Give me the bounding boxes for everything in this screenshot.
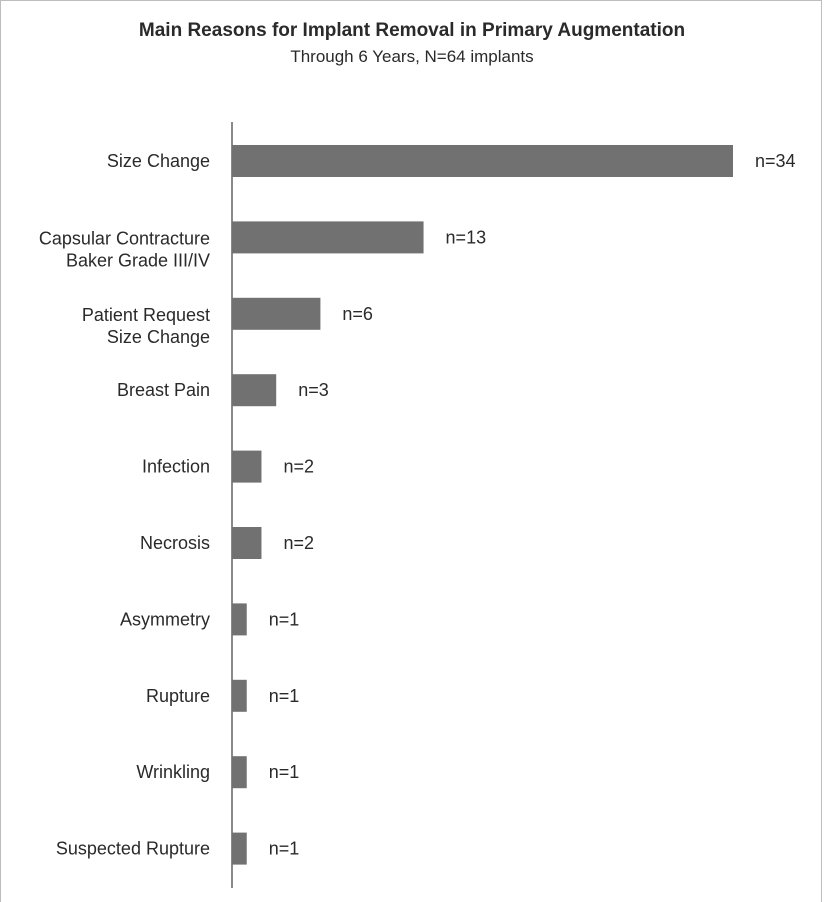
category-label: Wrinkling	[136, 762, 210, 782]
bar	[232, 221, 424, 254]
bar-value-label: n=1	[269, 609, 300, 629]
bar	[232, 832, 247, 865]
chart-title: Main Reasons for Implant Removal in Prim…	[138, 20, 686, 41]
bar	[232, 603, 247, 636]
bar-value-label: n=2	[283, 533, 314, 553]
category-label: Size Change	[107, 327, 210, 347]
bar-value-label: n=13	[446, 227, 487, 247]
bar-value-label: n=3	[298, 380, 329, 400]
bar-value-label: n=6	[342, 304, 373, 324]
bar-value-label: n=2	[283, 457, 314, 477]
bar-value-label: n=1	[269, 839, 300, 859]
category-label: Rupture	[146, 686, 210, 706]
category-label: Capsular Contracture	[39, 228, 210, 248]
category-label: Infection	[142, 457, 210, 477]
category-label: Patient Request	[82, 305, 210, 325]
bar	[232, 756, 247, 789]
category-label: Baker Grade III/IV	[66, 250, 210, 270]
category-label: Size Change	[107, 151, 210, 171]
bar-value-label: n=1	[269, 762, 300, 782]
bar	[232, 679, 247, 712]
bar	[232, 527, 262, 559]
category-label: Necrosis	[140, 533, 210, 553]
category-label: Breast Pain	[117, 380, 210, 400]
bar	[232, 145, 733, 177]
chart-subtitle: Through 6 Years, N=64 implants	[290, 47, 534, 66]
bar	[232, 450, 262, 483]
bar-value-label: n=1	[269, 686, 300, 706]
category-label: Asymmetry	[120, 609, 210, 629]
bar	[232, 374, 277, 407]
category-label: Suspected Rupture	[56, 839, 210, 859]
bar-value-label: n=34	[755, 151, 796, 171]
bar	[232, 297, 321, 330]
